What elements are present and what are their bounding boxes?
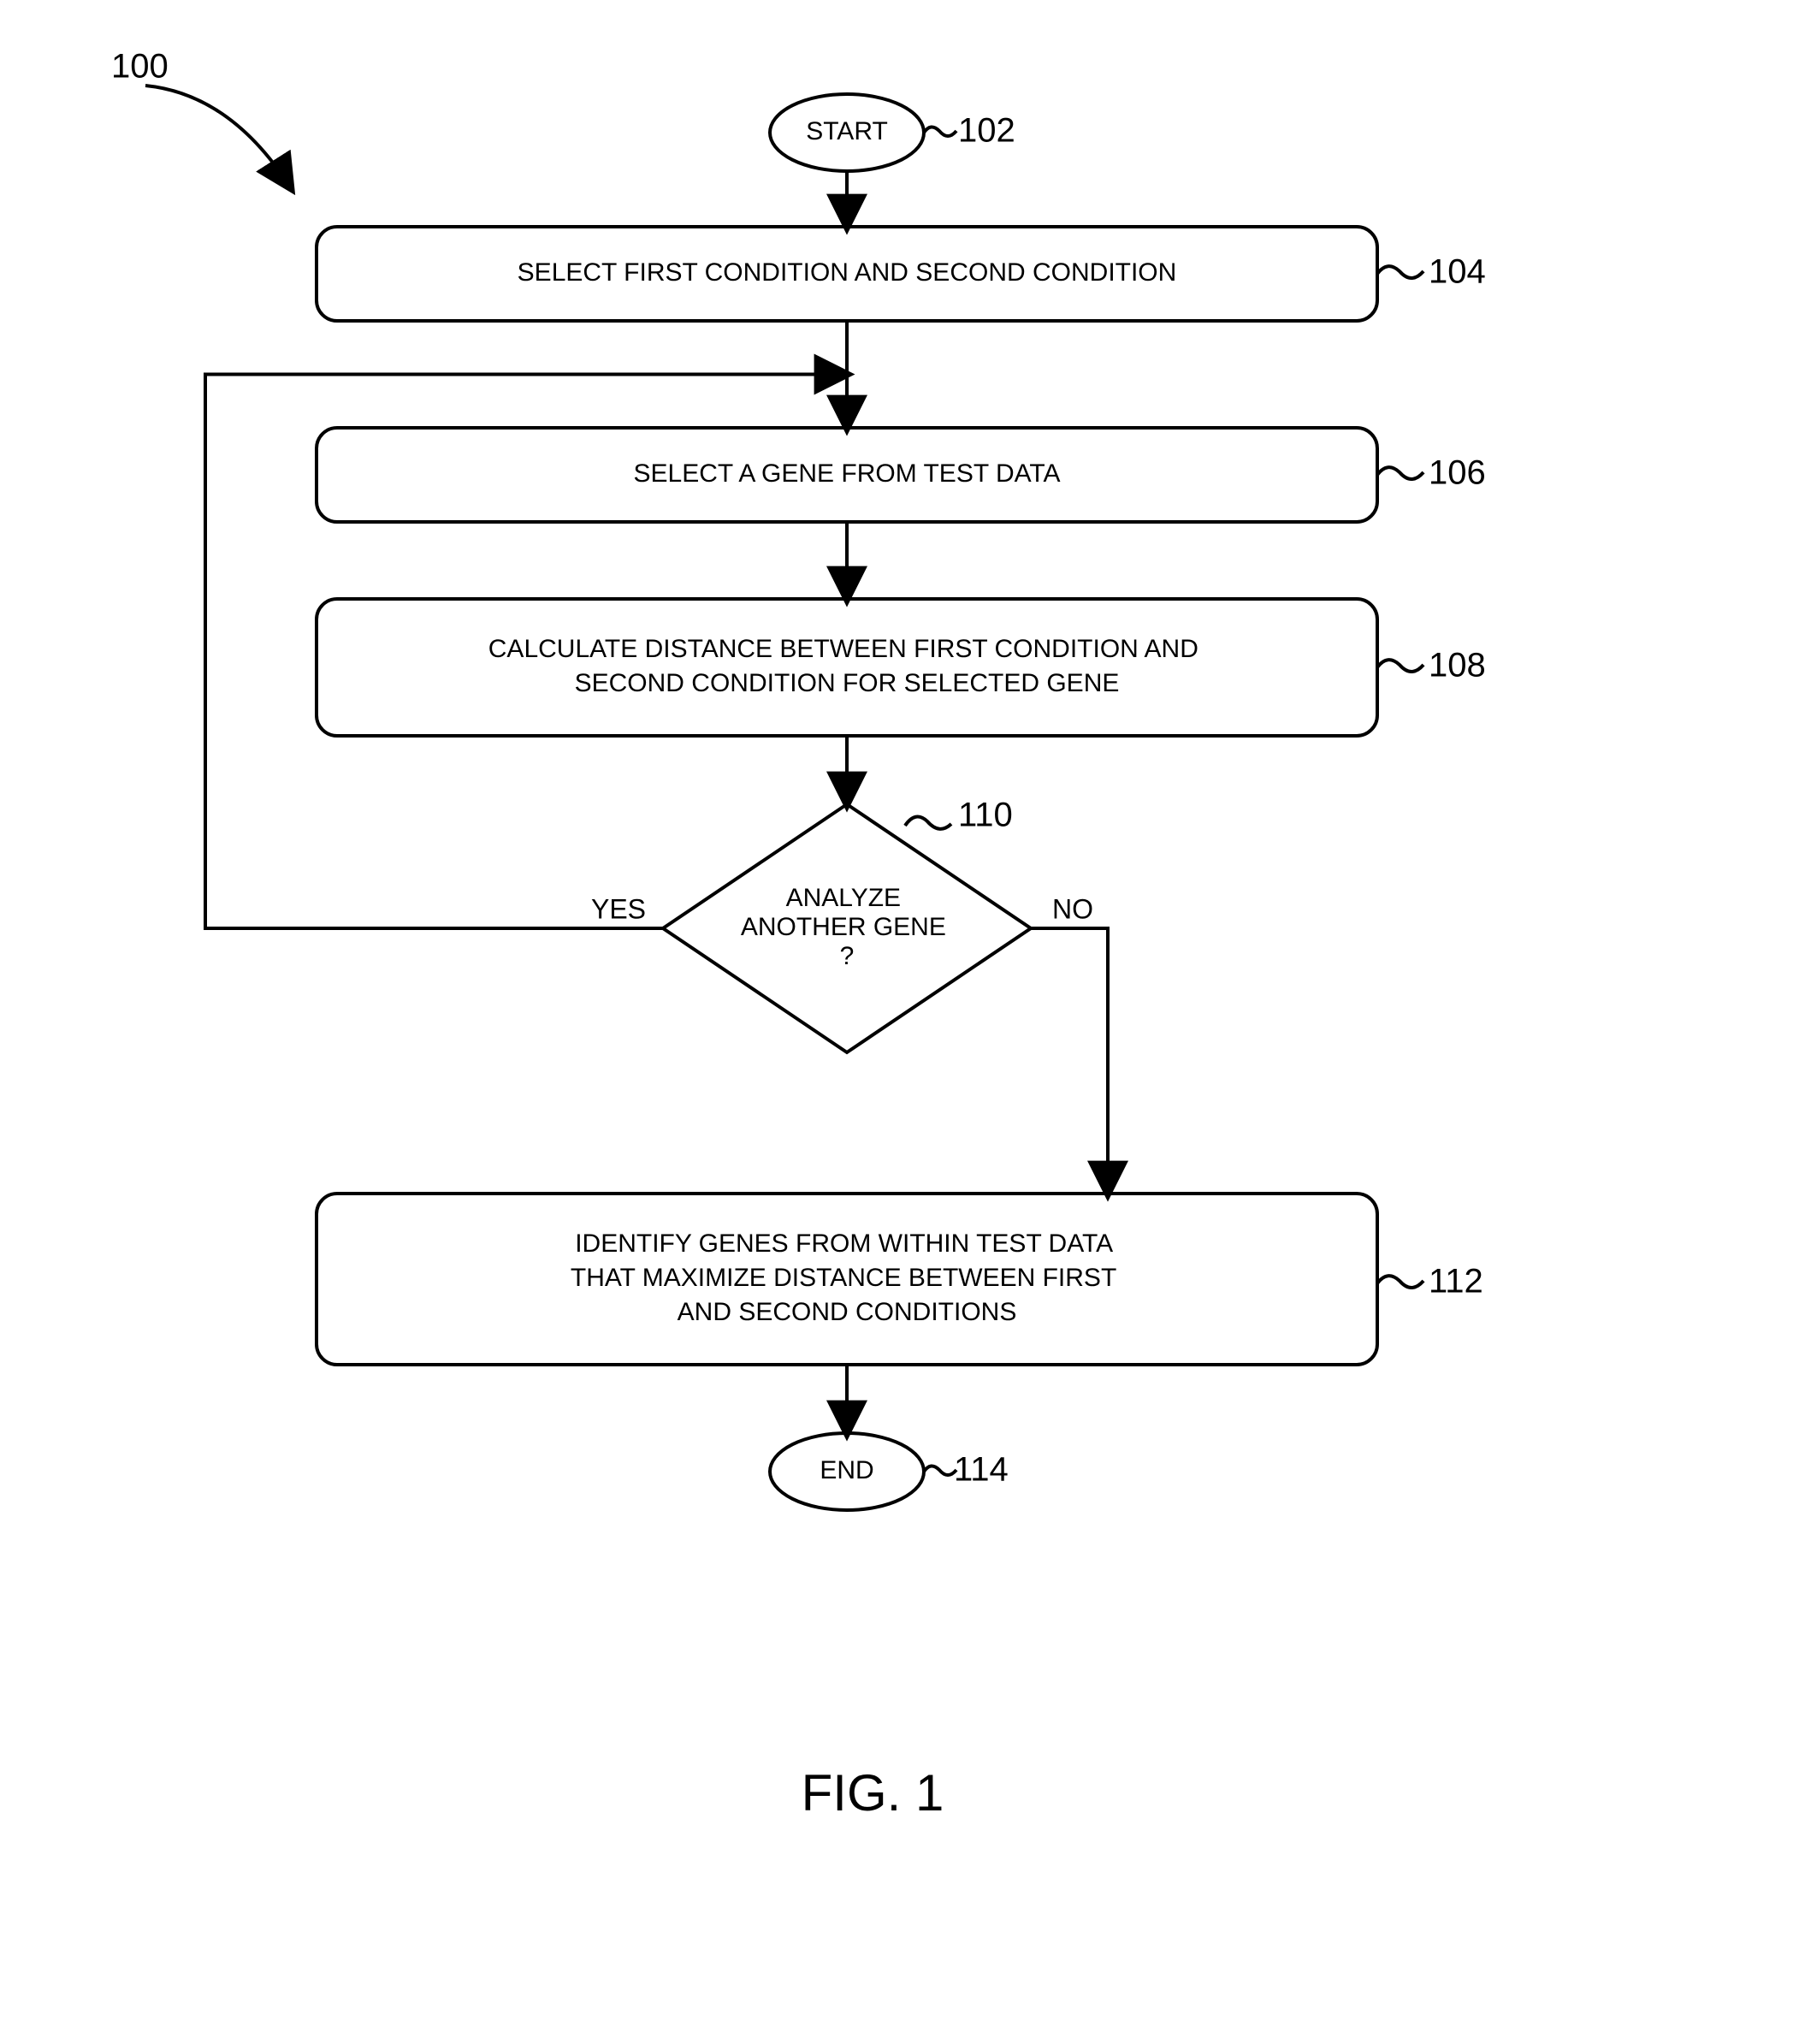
end-text: END bbox=[820, 1456, 873, 1484]
flowchart: 100 START 102 SELECT FIRST CONDITION AND… bbox=[0, 0, 1811, 2044]
ref-label-112: 112 bbox=[1429, 1263, 1483, 1300]
ref-label-104: 104 bbox=[1429, 253, 1486, 291]
ref-label-106: 106 bbox=[1429, 454, 1486, 492]
ref-label-108: 108 bbox=[1429, 647, 1486, 684]
figure-number-label: 100 bbox=[111, 48, 169, 86]
process-106-text: SELECT A GENE FROM TEST DATA bbox=[633, 459, 1060, 488]
end-ref-label: 114 bbox=[954, 1451, 1009, 1489]
callout-tilde bbox=[1377, 467, 1423, 479]
ref-label-110: 110 bbox=[958, 797, 1013, 834]
yes-edge-label: YES bbox=[591, 893, 646, 924]
callout-tilde bbox=[905, 817, 951, 829]
figure-pointer-arrow bbox=[145, 86, 291, 188]
callout-tilde bbox=[1377, 660, 1423, 672]
start-text: START bbox=[806, 117, 888, 145]
no-edge-label: NO bbox=[1052, 893, 1093, 924]
process-box-108 bbox=[317, 599, 1377, 736]
figure-caption: FIG. 1 bbox=[802, 1764, 944, 1822]
callout-tilde bbox=[924, 127, 956, 136]
process-104-text: SELECT FIRST CONDITION AND SECOND CONDIT… bbox=[518, 258, 1177, 287]
connector-no bbox=[1031, 928, 1108, 1194]
callout-tilde bbox=[1377, 266, 1423, 278]
start-ref-label: 102 bbox=[958, 112, 1015, 150]
callout-tilde bbox=[1377, 1276, 1423, 1288]
callout-tilde bbox=[924, 1466, 956, 1475]
